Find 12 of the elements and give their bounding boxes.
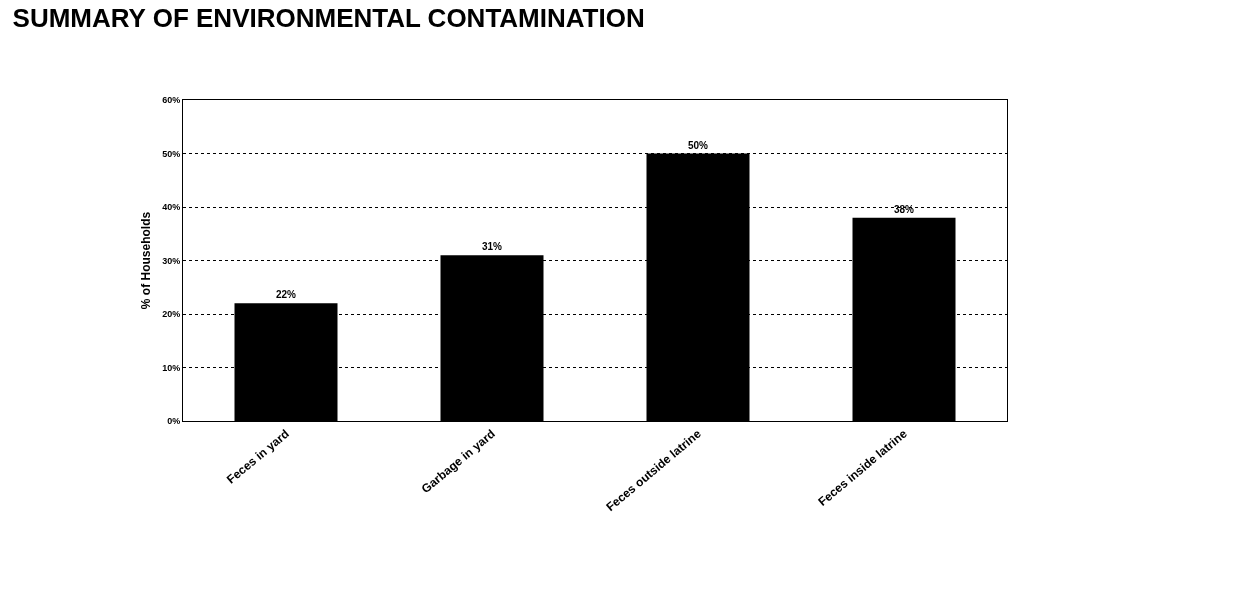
y-tick-label: 50% bbox=[162, 148, 181, 159]
y-tick-label: 60% bbox=[162, 95, 181, 106]
y-tick-label: 10% bbox=[162, 362, 181, 373]
chart-title: SUMMARY OF ENVIRONMENTAL CONTAMINATION bbox=[12, 3, 645, 34]
y-tick-label: 0% bbox=[167, 416, 181, 427]
y-tick-label: 20% bbox=[162, 309, 181, 320]
data-label: 50% bbox=[687, 139, 709, 151]
y-tick-label: 30% bbox=[162, 255, 181, 266]
data-label: 22% bbox=[275, 289, 297, 301]
data-label: 31% bbox=[481, 241, 503, 253]
y-tick-label: 40% bbox=[162, 202, 181, 213]
y-axis-title: % of Households bbox=[139, 211, 154, 310]
